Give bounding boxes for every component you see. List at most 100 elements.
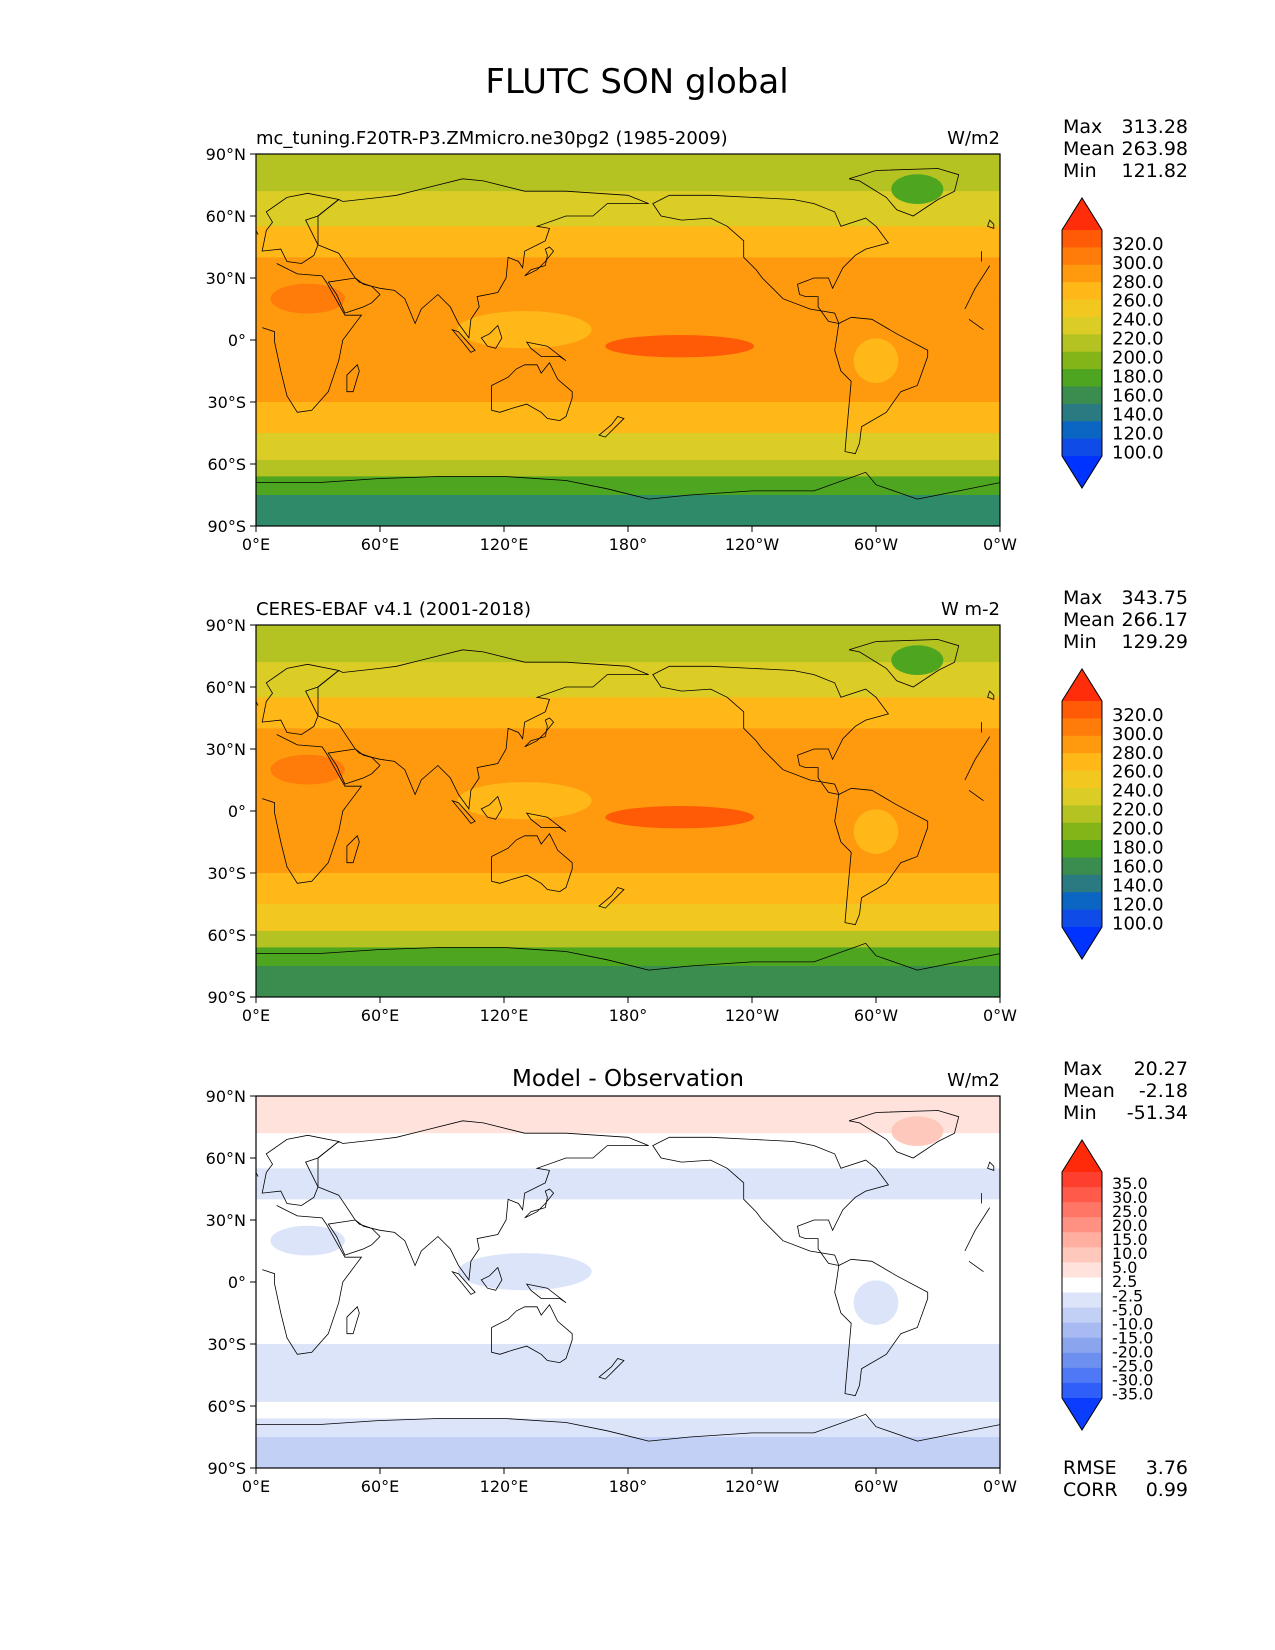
colorbar-tick-label: 280.0 xyxy=(1112,743,1164,764)
coastline-nz xyxy=(598,1358,625,1380)
colorbar-segment xyxy=(1062,1187,1102,1203)
stat-label-corr: CORR xyxy=(1063,1479,1118,1501)
lat-tick-label: 60°S xyxy=(207,455,246,474)
field-band xyxy=(256,728,1000,775)
colorbar-tick-label: 140.0 xyxy=(1112,405,1164,426)
colorbar-tick-label: -30.0 xyxy=(1112,1371,1153,1390)
colorbar-segment xyxy=(1062,316,1102,335)
colorbar-segment xyxy=(1062,753,1102,771)
coastline-europe xyxy=(261,192,982,264)
coastline-australia xyxy=(491,1303,573,1364)
colorbar-segment xyxy=(1062,1337,1102,1354)
field-band xyxy=(256,1199,1000,1246)
warm-pool-cloud-region xyxy=(457,1253,592,1291)
field-band xyxy=(256,459,1000,477)
colorbar-segment xyxy=(1062,1262,1102,1278)
map-field xyxy=(256,154,1000,526)
colorbar-tick-label: 240.0 xyxy=(1112,310,1164,331)
colorbar-segment xyxy=(1062,805,1102,824)
colorbar-tick-label: 220.0 xyxy=(1112,329,1164,350)
stat-label-rmse: RMSE xyxy=(1063,1457,1117,1479)
colorbar-tick-label: 35.0 xyxy=(1112,1174,1148,1193)
colorbar-segment xyxy=(1062,1307,1102,1324)
equatorial-pacific-max xyxy=(605,806,755,829)
colorbar-tick-label: 100.0 xyxy=(1112,442,1164,463)
colorbar-segment xyxy=(1062,1382,1102,1399)
lon-tick-label: 60°W xyxy=(854,1006,898,1025)
coastline-asia xyxy=(317,649,649,810)
colorbar-segment xyxy=(1062,770,1102,789)
field-band xyxy=(256,930,1000,948)
lat-tick-label: 0° xyxy=(228,331,246,350)
stat-value-min: -51.34 xyxy=(1127,1102,1188,1124)
sahara-region xyxy=(270,754,345,785)
colorbar-tick-label: 100.0 xyxy=(1112,913,1164,934)
lon-tick-label: 60°E xyxy=(361,1006,399,1025)
warm-pool-cloud-region xyxy=(457,311,592,349)
coastline-sumatra xyxy=(451,799,476,824)
coastline-borneo xyxy=(480,795,503,820)
colorbar-segment xyxy=(1062,1217,1102,1233)
lon-tick-label: 0°W xyxy=(983,1477,1017,1496)
coastline-arabia xyxy=(327,1219,381,1256)
greenland-min xyxy=(891,1116,944,1147)
lat-tick-label: 30°S xyxy=(207,393,246,412)
colorbar-tick-label: -15.0 xyxy=(1112,1328,1153,1347)
colorbar-extend-max xyxy=(1062,198,1102,230)
lon-tick-label: 0°E xyxy=(242,1006,270,1025)
colorbar-tick-label: -25.0 xyxy=(1112,1357,1153,1376)
field-band xyxy=(256,873,1000,905)
map-panels: mc_tuning.F20TR-P3.ZMmicro.ne30pg2 (1985… xyxy=(206,116,1188,1501)
stat-label-mean: Mean xyxy=(1063,138,1115,160)
colorbar-tick-label: 160.0 xyxy=(1112,857,1164,878)
coastline-europe xyxy=(261,663,982,735)
panel-model: mc_tuning.F20TR-P3.ZMmicro.ne30pg2 (1985… xyxy=(206,116,1188,554)
panel-title-center: Model - Observation xyxy=(512,1066,744,1092)
panel-obs: CERES-EBAF v4.1 (2001-2018) W m-2 90°N 60°N… xyxy=(206,587,1188,1025)
stat-label-min: Min xyxy=(1063,160,1097,182)
colorbar-segment xyxy=(1062,857,1102,876)
colorbar-tick-label: 240.0 xyxy=(1112,781,1164,802)
colorbar-outline xyxy=(1061,197,1103,489)
sahara-region xyxy=(270,283,345,314)
colorbar-segment xyxy=(1062,718,1102,737)
lon-tick-label: 60°E xyxy=(361,1477,399,1496)
field-band xyxy=(256,1401,1000,1419)
stat-value-corr: 0.99 xyxy=(1146,1479,1188,1501)
lat-tick-label: 60°N xyxy=(206,1149,246,1168)
colorbar-segment xyxy=(1062,386,1102,405)
colorbar-segment xyxy=(1062,264,1102,283)
coastline-newguinea xyxy=(525,1283,567,1304)
colorbar-tick-label: 5.0 xyxy=(1112,1258,1137,1277)
colorbar-tick-label: 300.0 xyxy=(1112,724,1164,745)
lat-tick-label: 30°N xyxy=(206,740,246,759)
coastline-greenland xyxy=(848,639,960,688)
colorbar-segment xyxy=(1062,1172,1102,1188)
coastline-greenland xyxy=(848,1110,960,1159)
lat-tick-label: 30°S xyxy=(207,864,246,883)
equatorial-pacific-max xyxy=(605,1277,755,1300)
lon-tick-label: 180° xyxy=(609,1006,648,1025)
lon-tick-label: 0°W xyxy=(983,535,1017,554)
colorbar-segment xyxy=(1062,1322,1102,1339)
field-band xyxy=(256,662,1000,698)
coastline-japan xyxy=(524,717,555,748)
stat-label-min: Min xyxy=(1063,631,1097,653)
coastline-samerica xyxy=(834,316,929,455)
lon-tick-label: 120°E xyxy=(480,1477,529,1496)
lat-tick-label: 30°N xyxy=(206,1211,246,1230)
coastline-europe xyxy=(261,1134,982,1206)
amazon-region xyxy=(853,338,899,383)
lat-tick-label: 90°N xyxy=(206,616,246,635)
field-band xyxy=(256,625,1000,663)
stat-label-min: Min xyxy=(1063,1102,1097,1124)
colorbar-segment xyxy=(1062,421,1102,440)
panel-title-left: CERES-EBAF v4.1 (2001-2018) xyxy=(256,599,531,620)
colorbar-tick-label: 180.0 xyxy=(1112,367,1164,388)
lat-tick-label: 90°N xyxy=(206,145,246,164)
stat-value-min: 129.29 xyxy=(1122,631,1188,653)
field-band xyxy=(256,1437,1000,1468)
colorbar-extend-min xyxy=(1062,1398,1102,1430)
coastline-nz xyxy=(598,416,625,438)
stat-value-min: 121.82 xyxy=(1122,160,1188,182)
